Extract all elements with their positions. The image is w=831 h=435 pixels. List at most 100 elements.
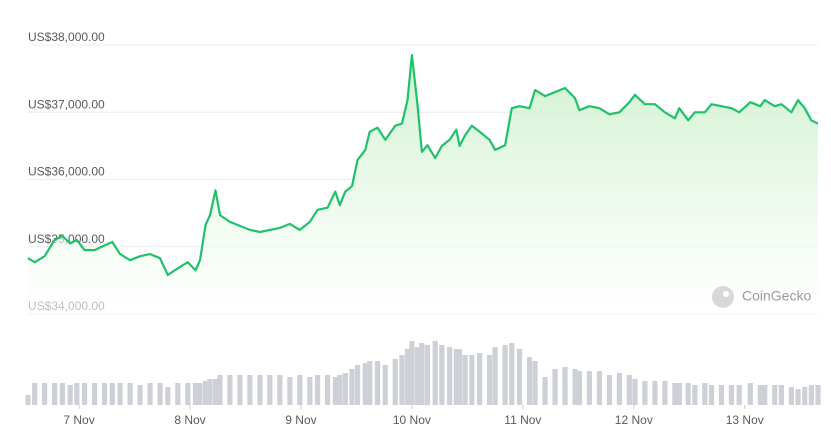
volume-bar [718,385,725,405]
volume-bar [552,369,558,405]
volume-bar [815,385,821,405]
volume-bar [185,383,191,405]
volume-bar [137,385,143,405]
volume-bar [349,369,355,405]
volume-bar [324,375,331,405]
x-tick-label: 7 Nov [63,413,94,427]
volume-bar [747,383,753,405]
volume-bar [117,383,123,405]
area [28,55,818,314]
volume-bar [414,347,421,405]
volume-bar [447,347,453,405]
volume-bar [337,375,343,405]
volume-bar [362,363,368,405]
watermark-text: CoinGecko [742,288,811,304]
volume-bar [652,381,658,405]
x-tick-label: 9 Nov [285,413,316,427]
volume-bar [419,343,425,405]
volume-bar [52,383,58,405]
grid: US$34,000.00US$35,000.00US$36,000.00US$3… [28,30,818,427]
volume-bar [728,385,735,405]
volume-bar [217,375,223,405]
volume-bar [462,355,468,405]
volume-bar [404,349,411,405]
x-tick-label: 12 Nov [615,413,653,427]
x-tick-label: 11 Nov [504,413,541,427]
volume-bar [91,383,98,405]
volume-bar [662,381,668,405]
x-tick-label: 8 Nov [174,413,205,427]
volume-bar [314,375,321,405]
volume-bar [147,383,153,405]
volume-bar [702,383,708,405]
volume-bar [297,375,303,405]
volume-bar [476,353,483,405]
watermark: CoinGecko [712,286,811,308]
volume-bar [374,361,381,405]
volume-bar [453,349,459,405]
volume-bar [542,377,548,405]
volume-bar [572,369,578,405]
volume-bar [237,375,243,405]
volume-bar [197,383,203,405]
volume-bar [74,383,80,405]
volume-bar [532,361,538,405]
volume-bar [672,383,678,405]
volume-bar [25,395,31,405]
volume-bar [616,373,622,405]
volume-bar [509,343,515,405]
volume-bar [708,385,715,405]
volume-bar [562,367,568,405]
volume-bar [332,377,338,405]
volume-bar [676,383,682,405]
y-tick-label: US$37,000.00 [28,97,105,111]
volume-bar [808,385,814,405]
volume-bar [59,383,65,405]
volume-bar [127,383,133,405]
volume-bar [342,373,348,405]
volume-bar [247,375,253,405]
volume-bar [486,355,493,405]
volume-bar [424,345,431,405]
volume-bar [175,383,181,405]
volume-bar [736,385,742,405]
volume-bar [207,379,213,405]
volume-bar [626,375,632,405]
volume-bar [202,381,209,405]
volume-bar [382,365,388,405]
volume-bar [457,349,463,405]
price-line [27,54,819,277]
volume-bar [778,385,784,405]
volume-bar [409,341,415,405]
volume-bar [586,371,593,405]
volume-bar [642,381,648,405]
volume-bar [439,345,445,405]
volume-bar [277,375,283,405]
volume-bar [109,383,115,405]
volume-bar [526,357,533,405]
plot [27,54,819,314]
volume-bar [632,379,638,405]
volume-bar [502,345,508,405]
volume-bar [685,383,691,405]
volume-bar [212,379,219,405]
volume-bar [392,359,398,405]
logo [712,286,734,308]
volume-bar [795,389,801,405]
volume-bar [354,365,361,405]
volume-bar [67,385,73,405]
volume-bar [192,383,199,405]
volume-bar [596,371,603,405]
volume-bar [307,377,313,405]
x-tick-label: 10 Nov [393,413,431,427]
volume-bar [516,349,523,405]
volume-bar [606,375,613,405]
volume-bar [692,385,698,405]
volume-bar [492,347,498,405]
volume-bars [25,341,821,405]
volume-bar [227,375,233,405]
volume-bar [287,377,293,405]
volume-bar [802,387,808,405]
volume-bar [469,355,475,405]
